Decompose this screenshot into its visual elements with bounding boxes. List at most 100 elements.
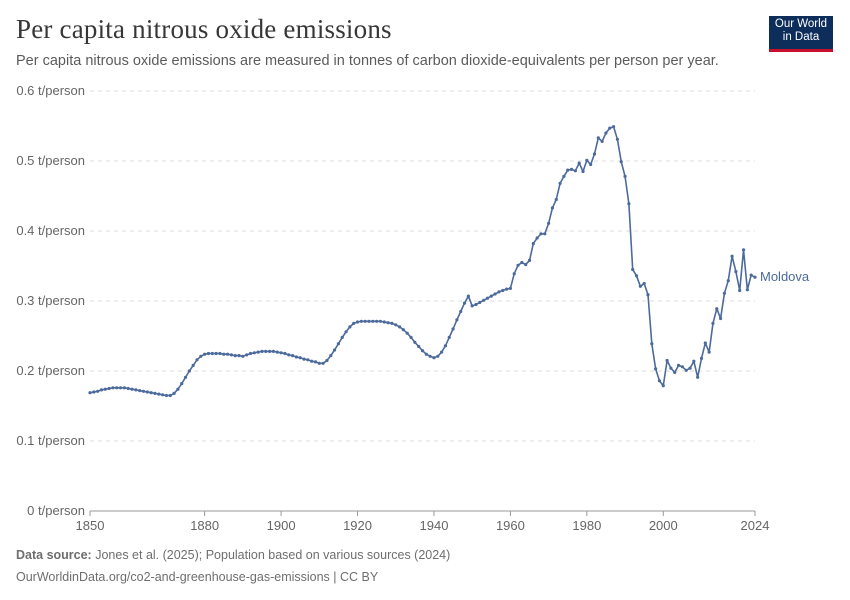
data-point[interactable] — [520, 260, 524, 265]
data-point[interactable] — [92, 390, 96, 394]
data-point[interactable] — [692, 359, 696, 363]
data-point[interactable] — [642, 281, 646, 286]
data-point[interactable] — [302, 357, 306, 361]
data-point[interactable] — [558, 181, 562, 185]
data-point[interactable] — [638, 284, 642, 288]
data-point[interactable] — [375, 319, 379, 323]
data-point[interactable] — [512, 272, 516, 276]
data-point[interactable] — [122, 386, 126, 390]
data-point[interactable] — [485, 296, 490, 300]
data-point[interactable] — [382, 320, 386, 324]
data-point[interactable] — [248, 351, 253, 356]
data-point[interactable] — [428, 354, 432, 358]
data-point[interactable] — [126, 386, 130, 391]
data-point[interactable] — [619, 160, 623, 164]
data-point[interactable] — [279, 351, 283, 355]
data-point[interactable] — [738, 288, 742, 293]
data-point[interactable] — [432, 356, 436, 360]
data-point[interactable] — [745, 288, 749, 292]
data-point[interactable] — [696, 375, 700, 379]
data-point[interactable] — [294, 355, 298, 359]
data-point[interactable] — [203, 352, 207, 356]
data-point[interactable] — [688, 366, 692, 370]
data-point[interactable] — [313, 360, 318, 364]
data-point[interactable] — [554, 197, 558, 202]
data-point[interactable] — [604, 131, 608, 135]
data-point[interactable] — [199, 354, 203, 358]
data-point[interactable] — [489, 294, 493, 298]
data-point[interactable] — [161, 393, 165, 397]
data-point[interactable] — [237, 354, 241, 358]
data-point[interactable] — [191, 363, 195, 367]
data-point[interactable] — [359, 319, 363, 323]
data-point[interactable] — [172, 391, 176, 395]
data-point[interactable] — [283, 351, 287, 356]
data-point[interactable] — [447, 335, 451, 339]
data-point[interactable] — [264, 349, 268, 353]
data-point[interactable] — [420, 349, 425, 353]
data-point[interactable] — [397, 325, 402, 329]
data-point[interactable] — [115, 386, 119, 390]
data-point[interactable] — [206, 351, 211, 356]
data-point[interactable] — [287, 353, 291, 357]
data-point[interactable] — [516, 263, 520, 267]
data-point[interactable] — [332, 348, 337, 352]
data-point[interactable] — [451, 327, 455, 331]
source-url[interactable]: OurWorldinData.org/co2-and-greenhouse-ga… — [16, 570, 379, 584]
data-point[interactable] — [459, 309, 463, 314]
data-point[interactable] — [547, 221, 551, 225]
data-point[interactable] — [111, 386, 115, 390]
data-point[interactable] — [726, 279, 730, 283]
data-point[interactable] — [378, 319, 383, 323]
data-point[interactable] — [589, 162, 593, 167]
data-point[interactable] — [680, 365, 684, 369]
data-point[interactable] — [482, 298, 486, 302]
data-point[interactable] — [543, 232, 547, 236]
data-point[interactable] — [539, 232, 543, 236]
data-point[interactable] — [573, 169, 577, 173]
data-point[interactable] — [711, 321, 715, 325]
data-point[interactable] — [749, 273, 753, 277]
data-point[interactable] — [363, 319, 367, 323]
data-point[interactable] — [478, 300, 482, 304]
data-point[interactable] — [474, 302, 478, 307]
data-point[interactable] — [134, 388, 138, 392]
data-point[interactable] — [386, 321, 390, 325]
data-point[interactable] — [707, 350, 711, 354]
data-point[interactable] — [462, 301, 467, 305]
data-point[interactable] — [310, 359, 314, 363]
data-point[interactable] — [508, 286, 513, 290]
data-point[interactable] — [325, 358, 329, 363]
data-point[interactable] — [260, 349, 264, 353]
data-point[interactable] — [719, 316, 723, 321]
data-point[interactable] — [627, 202, 631, 206]
data-point[interactable] — [268, 349, 272, 353]
data-point[interactable] — [455, 318, 459, 322]
data-point[interactable] — [608, 126, 612, 130]
data-point[interactable] — [504, 287, 509, 291]
data-point[interactable] — [195, 358, 199, 362]
data-point[interactable] — [470, 304, 474, 308]
data-point[interactable] — [657, 379, 662, 383]
data-point[interactable] — [348, 325, 352, 329]
data-point[interactable] — [401, 328, 405, 332]
data-point[interactable] — [390, 321, 394, 325]
data-point[interactable] — [440, 350, 444, 354]
data-point[interactable] — [665, 358, 669, 363]
data-point[interactable] — [245, 353, 249, 357]
series-label-moldova[interactable]: Moldova — [760, 269, 810, 284]
data-point[interactable] — [103, 387, 107, 391]
data-point[interactable] — [141, 389, 146, 393]
data-point[interactable] — [149, 391, 153, 395]
data-point[interactable] — [527, 258, 532, 262]
data-point[interactable] — [417, 344, 421, 349]
data-point[interactable] — [631, 267, 635, 272]
data-point[interactable] — [466, 294, 470, 298]
data-point[interactable] — [271, 349, 276, 353]
series-line-moldova[interactable] — [89, 125, 756, 397]
data-point[interactable] — [654, 367, 658, 371]
data-point[interactable] — [699, 356, 704, 360]
data-point[interactable] — [214, 351, 218, 356]
data-point[interactable] — [753, 275, 757, 279]
data-point[interactable] — [317, 361, 321, 365]
